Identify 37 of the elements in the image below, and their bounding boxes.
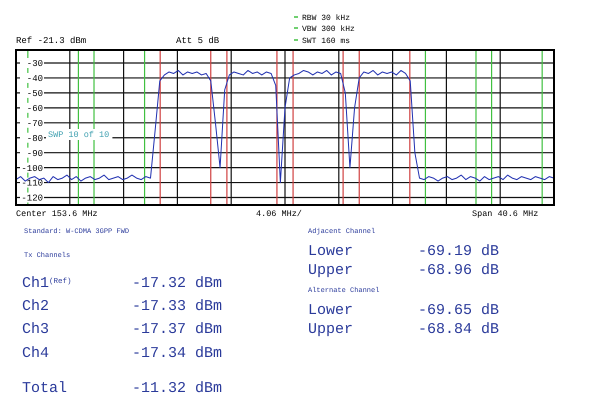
y-tick-label: -100 [21,164,43,174]
text: Center 153.6 MHz [16,209,98,219]
text: Span 40.6 MHz [472,209,538,219]
text: Upper [308,321,354,338]
text: -68.84 dB [418,321,500,338]
text: -17.37 dBm [132,321,222,338]
text: Lower [308,243,354,260]
text: Lower [308,302,354,319]
text: -17.32 dBm [132,275,222,292]
y-tick-label: -60 [26,104,43,114]
y-tick-label: -90 [26,148,43,159]
text: RBW 30 kHz [302,14,350,23]
text: Ch1$^{(Ref)}$ [22,275,72,292]
y-tick-label: -110 [21,178,43,189]
text: Ch4 [22,345,50,362]
text: Ch2 [22,298,50,315]
text: SWT 160 ms [302,37,350,46]
text: -17.34 dBm [132,345,222,362]
text: -17.33 dBm [132,298,222,315]
text: VBW 300 kHz [302,25,356,34]
text: Ch3 [22,321,50,338]
text: Total [22,380,68,397]
text: -69.65 dB [418,302,500,319]
y-tick-label: -70 [26,118,43,129]
text: Ref -21.3 dBm [16,36,86,46]
y-tick-label: -30 [26,59,43,70]
annotation: SWP 10 of 10 [48,130,110,140]
y-tick-label: -120 [21,194,43,204]
text: 4.06 MHz/ [256,209,302,219]
y-tick-label: -40 [26,74,43,84]
y-tick-label: -80 [26,134,43,144]
text: Upper [308,262,354,279]
text: -69.19 dB [418,243,500,260]
text: Att 5 dB [176,36,220,46]
y-tick-label: -50 [26,89,43,100]
text: -11.32 dBm [132,380,222,397]
text: -68.96 dB [418,262,500,279]
